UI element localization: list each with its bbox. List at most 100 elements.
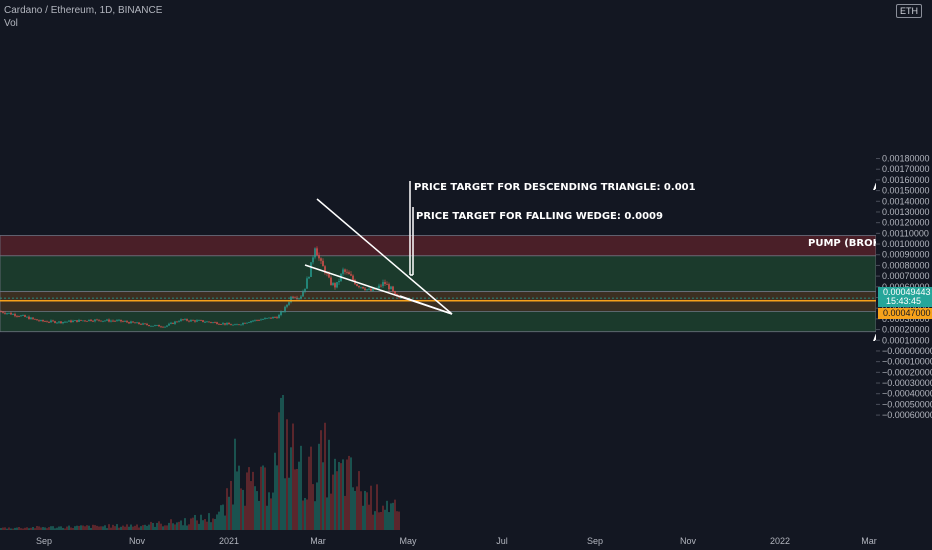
volume-bar bbox=[236, 471, 238, 530]
zone-red-0 bbox=[0, 235, 877, 257]
price-zones bbox=[0, 235, 877, 333]
volume-bar bbox=[126, 524, 128, 530]
time-axis[interactable]: Sep Nov 2021 Mar May Jul Sep Nov 2022 Mar bbox=[36, 536, 877, 546]
volume-bar bbox=[374, 511, 376, 530]
candle-body bbox=[46, 321, 48, 323]
zone-green-1 bbox=[0, 255, 877, 293]
candle-body bbox=[260, 319, 262, 321]
price-tick-label: 0.00020000 bbox=[882, 325, 930, 335]
candle-body bbox=[276, 317, 278, 319]
price-tick-label: −0.00020000 bbox=[882, 367, 932, 377]
price-axis-bg[interactable] bbox=[876, 0, 932, 533]
volume-bar bbox=[164, 525, 166, 530]
volume-bar bbox=[342, 459, 344, 530]
volume-bar bbox=[54, 528, 56, 530]
candle-body bbox=[88, 319, 90, 322]
candle-body bbox=[290, 296, 292, 303]
candle-body bbox=[24, 315, 26, 317]
candle-body bbox=[44, 321, 46, 322]
volume-bar bbox=[300, 445, 302, 530]
volume-bar bbox=[160, 523, 162, 530]
price-tick-label: 0.00130000 bbox=[882, 207, 930, 217]
candle-body bbox=[346, 271, 348, 273]
volume-bar bbox=[302, 500, 304, 530]
volume-bar bbox=[346, 459, 348, 530]
candle-body bbox=[192, 319, 194, 321]
price-tick-label: 0.00070000 bbox=[882, 271, 930, 281]
candle-body bbox=[322, 260, 324, 267]
candle-body bbox=[132, 321, 134, 323]
candle-body bbox=[294, 297, 296, 299]
candle-body bbox=[312, 257, 314, 263]
candle-body bbox=[172, 322, 174, 324]
last-price-box bbox=[878, 287, 932, 307]
volume-bar bbox=[392, 502, 394, 530]
candle-body bbox=[60, 321, 62, 324]
candle-body bbox=[364, 288, 366, 291]
candle-body bbox=[182, 319, 184, 321]
volume-bar bbox=[18, 526, 20, 530]
volume-bar bbox=[382, 505, 384, 530]
candle-body bbox=[298, 298, 300, 300]
volume-bar bbox=[168, 522, 170, 530]
candle-body bbox=[390, 286, 392, 290]
volume-bar bbox=[248, 467, 250, 530]
volume-bar bbox=[156, 522, 158, 530]
volume-bar bbox=[254, 486, 256, 530]
candle-body bbox=[184, 319, 186, 320]
candle-body bbox=[366, 289, 368, 291]
volume-bar bbox=[230, 480, 232, 530]
volume-bar bbox=[16, 527, 18, 530]
currency-badge[interactable]: ETH bbox=[896, 4, 922, 18]
candle-body bbox=[188, 320, 190, 322]
candle-body bbox=[0, 311, 2, 313]
candle-body bbox=[102, 320, 104, 322]
candle-body bbox=[20, 315, 22, 317]
volume-bar bbox=[142, 525, 144, 530]
volume-bar bbox=[360, 491, 362, 530]
candle-body bbox=[22, 315, 24, 316]
time-tick-label: 2021 bbox=[219, 536, 239, 546]
volume-bar bbox=[384, 509, 386, 530]
volume-bar bbox=[90, 527, 92, 530]
volume-bar bbox=[62, 527, 64, 530]
candle-body bbox=[146, 323, 148, 326]
volume-bar bbox=[12, 528, 14, 530]
candle-body bbox=[224, 323, 226, 325]
volume-bar bbox=[358, 471, 360, 530]
volume-bar bbox=[76, 525, 78, 530]
volume-bar bbox=[284, 478, 286, 530]
candle-body bbox=[286, 304, 288, 307]
volume-bar bbox=[98, 526, 100, 530]
candle-body bbox=[58, 321, 60, 323]
volume-bar bbox=[124, 526, 126, 530]
candle-body bbox=[214, 322, 216, 324]
candle-body bbox=[12, 313, 14, 315]
candle-body bbox=[174, 321, 176, 324]
last-price-value: 0.00049443 bbox=[883, 287, 931, 297]
volume-bar bbox=[50, 526, 52, 530]
candle-body bbox=[66, 321, 68, 323]
volume-bar bbox=[246, 472, 248, 530]
volume-bar bbox=[312, 484, 314, 530]
volume-bar bbox=[88, 525, 90, 530]
candle-body bbox=[76, 320, 78, 322]
candle-body bbox=[86, 320, 88, 322]
candle-body bbox=[220, 324, 222, 325]
candle-body bbox=[308, 276, 310, 279]
candle-body bbox=[126, 321, 128, 323]
candle-body bbox=[234, 324, 236, 326]
volume-bar bbox=[190, 518, 192, 530]
candle-body bbox=[226, 323, 228, 325]
candle-body bbox=[350, 274, 352, 276]
volume-bar bbox=[274, 452, 276, 530]
volume-bar bbox=[356, 486, 358, 530]
volume-bars bbox=[0, 395, 400, 530]
candle-body bbox=[216, 322, 218, 324]
volume-bar bbox=[294, 469, 296, 530]
volume-bar bbox=[42, 527, 44, 530]
candle-body bbox=[2, 311, 4, 313]
price-tick-label: −0.00050000 bbox=[882, 399, 932, 409]
candle-body bbox=[380, 285, 382, 287]
